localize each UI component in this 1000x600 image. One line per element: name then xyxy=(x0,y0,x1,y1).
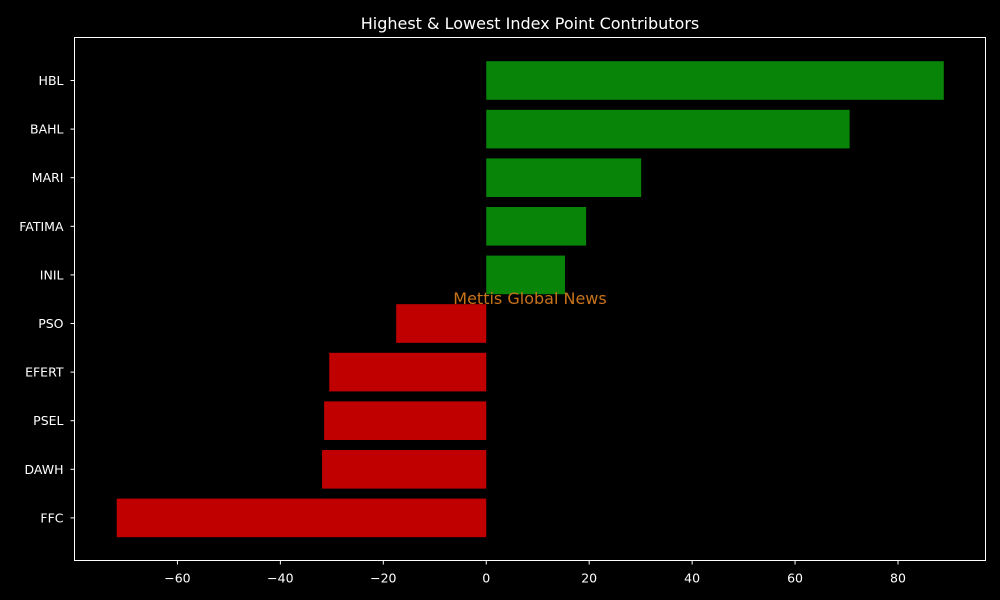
x-tick-label: −20 xyxy=(370,571,396,586)
y-tick-label: PSEL xyxy=(33,413,63,428)
bar-psel xyxy=(324,401,487,440)
y-tick-label: INIL xyxy=(40,267,64,282)
chart-title: Highest & Lowest Index Point Contributor… xyxy=(361,14,700,33)
x-tick-label: 0 xyxy=(482,571,490,586)
y-axis: HBL BAHL MARI FATIMA INIL PSO EFERT PSEL DAWH FFC xyxy=(19,73,75,525)
bar-pso xyxy=(396,304,487,343)
x-axis: −60 −40 −20 0 20 40 60 80 xyxy=(164,560,906,586)
bar-efert xyxy=(329,352,487,392)
x-tick-label: 20 xyxy=(581,571,597,586)
y-tick-label: BAHL xyxy=(30,122,64,137)
bar-hbl xyxy=(486,61,944,100)
y-tick-label: FATIMA xyxy=(19,219,64,234)
bars-group xyxy=(116,61,944,538)
x-tick-label: −40 xyxy=(267,571,293,586)
bar-ffc xyxy=(116,498,487,538)
y-tick-label: EFERT xyxy=(25,365,64,380)
x-tick-label: 40 xyxy=(684,571,700,586)
bar-dawh xyxy=(322,450,487,489)
x-tick-label: 80 xyxy=(890,571,906,586)
bar-mari xyxy=(486,158,642,197)
watermark-text: Mettis Global News xyxy=(453,289,606,308)
plot-area-frame xyxy=(74,37,986,561)
y-tick-label: PSO xyxy=(38,316,63,331)
x-tick-label: 60 xyxy=(787,571,803,586)
y-tick-label: MARI xyxy=(32,170,64,185)
y-tick-label: FFC xyxy=(40,510,63,525)
x-tick-label: −60 xyxy=(164,571,190,586)
bar-inil xyxy=(486,255,565,295)
y-tick-label: HBL xyxy=(39,73,64,88)
bar-bahl xyxy=(486,109,850,149)
bar-fatima xyxy=(486,207,587,246)
y-tick-label: DAWH xyxy=(24,462,63,477)
